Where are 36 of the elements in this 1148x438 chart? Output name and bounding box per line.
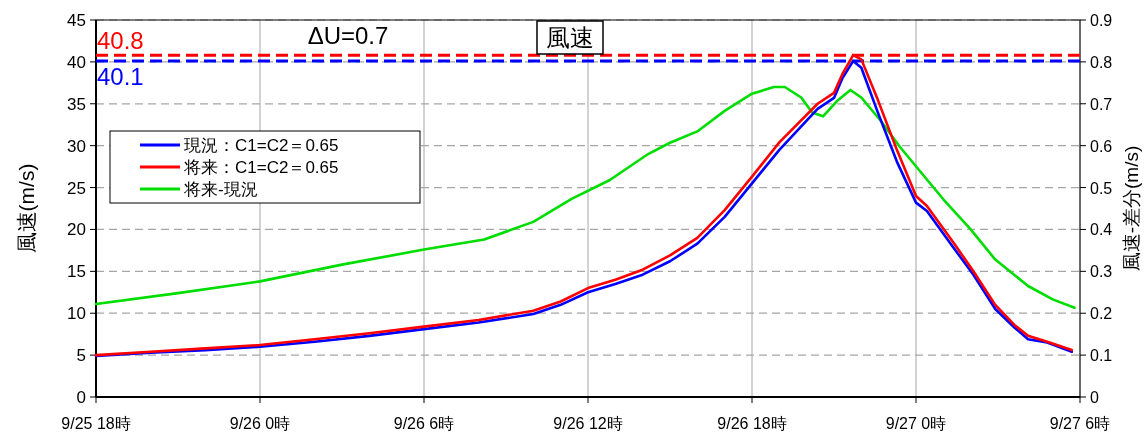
y-tick-label: 10 (67, 304, 86, 324)
ref-line-label: 40.1 (97, 63, 144, 91)
y-axis-title: 風速(m/s) (15, 163, 38, 254)
y2-axis-title: 風速-差分(m/s) (1121, 145, 1142, 272)
y-tick-label: 40 (67, 52, 86, 72)
y2-tick-label: 0.4 (1090, 221, 1113, 239)
y2-tick-label: 0.8 (1090, 53, 1113, 71)
y2-tick-label: 0.1 (1090, 347, 1113, 365)
y-tick-label: 35 (67, 94, 86, 114)
x-tick-label: 9/26 18時 (717, 415, 787, 432)
x-tick-label: 9/26 12時 (553, 415, 623, 432)
y-tick-label: 25 (67, 178, 86, 198)
x-tick-label: 9/25 18時 (61, 415, 131, 432)
y-tick-label: 0 (76, 388, 86, 407)
y2-tick-label: 0.5 (1090, 179, 1113, 197)
y2-tick-label: 0.9 (1090, 12, 1113, 29)
annotation: ΔU=0.7 (307, 22, 389, 49)
y2-tick-label: 0.7 (1090, 95, 1113, 113)
legend-label: 将来-現況 (183, 180, 258, 199)
y-tick-label: 15 (67, 262, 86, 282)
y-tick-label: 20 (67, 220, 86, 240)
annotation: 風速 (546, 24, 594, 51)
ref-line-label: 40.8 (97, 27, 144, 55)
x-tick-label: 9/27 0時 (885, 415, 947, 432)
y2-tick-label: 0.2 (1090, 305, 1113, 323)
x-tick-label: 9/27 6時 (1049, 415, 1111, 432)
y-tick-label: 30 (67, 136, 86, 156)
x-tick-label: 9/26 6時 (393, 415, 455, 432)
y2-tick-label: 0 (1090, 389, 1099, 406)
y-tick-label: 5 (76, 346, 86, 366)
y-tick-label: 45 (67, 11, 86, 30)
y2-tick-label: 0.6 (1090, 137, 1113, 155)
legend-label: 将来：C1=C2＝0.65 (183, 158, 339, 177)
y2-tick-label: 0.3 (1090, 263, 1113, 281)
legend-label: 現況：C1=C2＝0.65 (184, 136, 339, 155)
x-tick-label: 9/26 0時 (229, 415, 291, 432)
